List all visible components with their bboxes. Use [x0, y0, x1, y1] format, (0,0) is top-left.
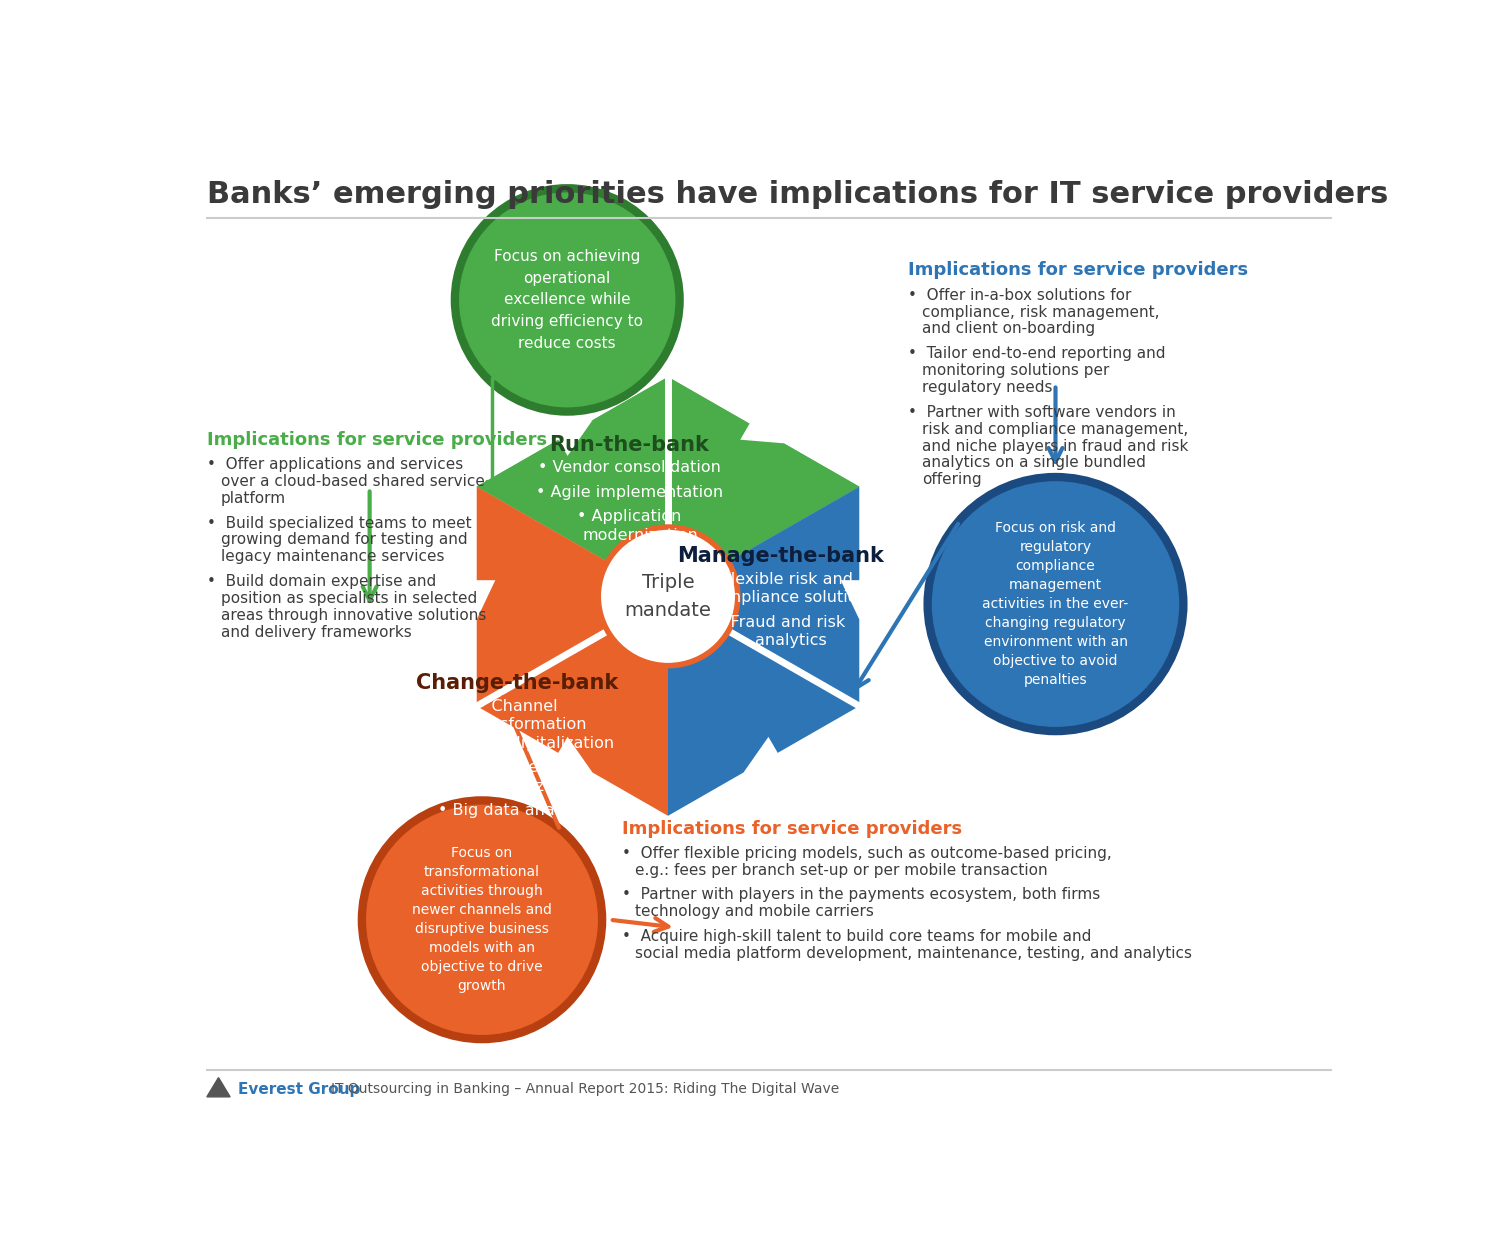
Text: • Application: • Application — [578, 509, 681, 524]
Text: compliance solutions: compliance solutions — [706, 590, 876, 605]
Text: analytics on a single bundled: analytics on a single bundled — [922, 456, 1146, 470]
Text: Run-the-bank: Run-the-bank — [549, 434, 710, 454]
Polygon shape — [549, 736, 592, 773]
Text: Triple
mandate: Triple mandate — [624, 573, 711, 620]
Text: e.g.: fees per branch set-up or per mobile transaction: e.g.: fees per branch set-up or per mobi… — [636, 862, 1048, 877]
Text: monitoring solutions per: monitoring solutions per — [922, 363, 1110, 378]
Text: and niche players in fraud and risk: and niche players in fraud and risk — [922, 438, 1188, 453]
Text: analytics: analytics — [756, 633, 826, 648]
Circle shape — [362, 800, 602, 1040]
Circle shape — [598, 527, 738, 665]
Text: • Fraud and risk: • Fraud and risk — [716, 615, 844, 630]
Polygon shape — [207, 1077, 230, 1097]
Polygon shape — [744, 736, 788, 773]
Text: technology and mobile carriers: technology and mobile carriers — [636, 905, 874, 920]
Text: transformation: transformation — [468, 718, 588, 733]
Polygon shape — [477, 487, 668, 816]
Text: Focus on achieving
operational
excellence while
driving efficiency to
reduce cos: Focus on achieving operational excellenc… — [492, 250, 644, 351]
Text: platform: platform — [220, 490, 286, 505]
Text: social media platform development, maintenance, testing, and analytics: social media platform development, maint… — [636, 946, 1192, 961]
Text: Manage-the-bank: Manage-the-bank — [676, 547, 884, 567]
Text: through digitalization: through digitalization — [441, 736, 614, 751]
Circle shape — [454, 188, 680, 412]
Text: •  Acquire high-skill talent to build core teams for mobile and: • Acquire high-skill talent to build cor… — [621, 929, 1090, 943]
Text: Implications for service providers: Implications for service providers — [207, 431, 548, 449]
Text: • Agile implementation: • Agile implementation — [536, 484, 723, 499]
Text: and delivery frameworks: and delivery frameworks — [220, 625, 411, 640]
Text: and client on-boarding: and client on-boarding — [922, 322, 1095, 337]
Text: modernization: modernization — [582, 528, 698, 543]
Text: Change-the-bank: Change-the-bank — [416, 674, 618, 694]
Text: over a cloud-based shared service: over a cloud-based shared service — [220, 474, 484, 489]
Text: areas through innovative solutions: areas through innovative solutions — [220, 608, 486, 623]
Polygon shape — [458, 580, 495, 619]
Text: •  Offer flexible pricing models, such as outcome-based pricing,: • Offer flexible pricing models, such as… — [621, 846, 1112, 861]
Polygon shape — [549, 421, 592, 456]
Text: •  Build domain expertise and: • Build domain expertise and — [207, 574, 436, 589]
Text: IT Outsourcing in Banking – Annual Report 2015: Riding The Digital Wave: IT Outsourcing in Banking – Annual Repor… — [332, 1082, 839, 1096]
Text: •  Build specialized teams to meet: • Build specialized teams to meet — [207, 515, 471, 530]
Text: offering: offering — [922, 473, 982, 488]
Polygon shape — [668, 487, 859, 816]
Text: • Channel: • Channel — [477, 699, 556, 714]
Polygon shape — [740, 408, 784, 443]
Text: •  Offer applications and services: • Offer applications and services — [207, 457, 464, 472]
Text: •  Partner with software vendors in: • Partner with software vendors in — [908, 404, 1176, 419]
Text: Implications for service providers: Implications for service providers — [621, 820, 962, 837]
Text: Everest Group: Everest Group — [238, 1082, 360, 1097]
Text: legacy maintenance services: legacy maintenance services — [220, 549, 444, 564]
Polygon shape — [477, 377, 860, 597]
Text: Focus on
transformational
activities through
newer channels and
disruptive busin: Focus on transformational activities thr… — [413, 846, 552, 993]
Text: • Vendor consolidation: • Vendor consolidation — [538, 461, 720, 475]
Text: •  Tailor end-to-end reporting and: • Tailor end-to-end reporting and — [908, 346, 1166, 361]
Text: risk and compliance management,: risk and compliance management, — [922, 422, 1188, 437]
Circle shape — [927, 477, 1184, 731]
Text: compliance, risk management,: compliance, risk management, — [922, 305, 1160, 319]
Text: regulatory needs: regulatory needs — [922, 379, 1053, 394]
Polygon shape — [840, 580, 878, 619]
Text: • Flexible risk and: • Flexible risk and — [708, 572, 854, 587]
Text: Implications for service providers: Implications for service providers — [908, 261, 1248, 280]
Text: growing demand for testing and: growing demand for testing and — [220, 533, 468, 548]
Text: •  Offer in-a-box solutions for: • Offer in-a-box solutions for — [908, 287, 1131, 302]
Text: •  Partner with players in the payments ecosystem, both firms: • Partner with players in the payments e… — [621, 887, 1100, 902]
Text: position as specialists in selected: position as specialists in selected — [220, 592, 477, 607]
Polygon shape — [477, 377, 860, 597]
Text: • Payments: • Payments — [471, 760, 564, 775]
Text: • Big data analytics: • Big data analytics — [438, 804, 596, 819]
Text: Banks’ emerging priorities have implications for IT service providers: Banks’ emerging priorities have implicat… — [207, 180, 1389, 208]
Text: modernization: modernization — [470, 779, 585, 794]
Text: Focus on risk and
regulatory
compliance
management
activities in the ever-
chang: Focus on risk and regulatory compliance … — [982, 522, 1128, 686]
